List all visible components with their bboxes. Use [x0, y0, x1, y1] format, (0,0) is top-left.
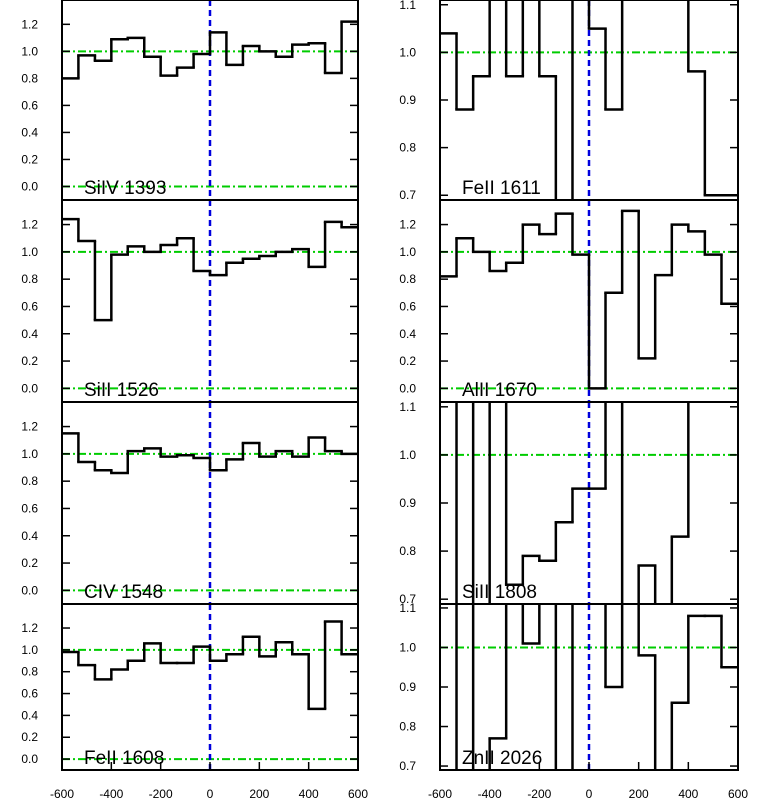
- y-tick-label: 0.6: [21, 687, 38, 701]
- y-tick-label: 1.0: [399, 45, 416, 59]
- y-tick-label: 0.4: [21, 327, 38, 341]
- y-tick-label: 0.6: [21, 501, 38, 515]
- panel-label: AlII 1670: [462, 380, 537, 401]
- y-tick-label: 0.8: [399, 272, 416, 286]
- y-tick-label: 0.2: [21, 556, 38, 570]
- y-tick-label: 1.0: [399, 448, 416, 462]
- y-tick-label: 0.7: [399, 759, 416, 773]
- y-tick-label: 1.0: [21, 245, 38, 259]
- x-tick-label: -600: [428, 787, 452, 801]
- panel: 0.0 0.2 0.4 0.6 0.8 1.0 1.2 CIV 1548: [21, 401, 359, 605]
- y-tick-label: 0.8: [399, 544, 416, 558]
- y-tick-label: 1.0: [21, 44, 38, 58]
- y-tick-label: 1.0: [21, 643, 38, 657]
- y-tick-label: 0.8: [399, 720, 416, 734]
- y-tick-label: 0.6: [399, 299, 416, 313]
- y-tick-label: 0.8: [21, 474, 38, 488]
- panel: 0.7 0.8 0.9 1.0 1.1 FeII 1611: [399, 0, 739, 202]
- y-tick-label: 0.7: [399, 592, 416, 606]
- y-tick-label: 0.6: [21, 299, 38, 313]
- y-tick-label: 0.2: [21, 730, 38, 744]
- plot-area: [62, 0, 358, 200]
- panel: 0.0 0.2 0.4 0.6 0.8 1.0 1.2 SiII 1526: [21, 199, 359, 403]
- y-tick-label: 0.0: [21, 179, 38, 193]
- x-tick-label: -400: [99, 787, 123, 801]
- y-tick-label: 1.0: [399, 640, 416, 654]
- y-tick-label: 0.2: [21, 152, 38, 166]
- y-tick-label: 1.2: [399, 218, 416, 232]
- panel-label: CIV 1548: [84, 582, 163, 603]
- plot-area: [62, 604, 358, 770]
- y-tick-label: 1.0: [399, 245, 416, 259]
- y-tick-label: 0.4: [21, 125, 38, 139]
- y-tick-label: 0.9: [399, 93, 416, 107]
- y-tick-label: 0.9: [399, 680, 416, 694]
- x-tick-label: -600: [50, 787, 74, 801]
- panel-label: SiII 1808: [462, 582, 537, 603]
- y-tick-label: 0.9: [399, 496, 416, 510]
- y-tick-label: 0.7: [399, 188, 416, 202]
- plot-area: [62, 200, 358, 402]
- y-tick-label: 1.0: [21, 447, 38, 461]
- y-tick-label: 1.1: [399, 0, 416, 12]
- y-tick-label: 0.6: [21, 98, 38, 112]
- y-tick-label: 0.0: [21, 583, 38, 597]
- panel: 0.7 0.8 0.9 1.0 1.1 SiII 1808: [399, 400, 739, 606]
- x-tick-label: -200: [149, 787, 173, 801]
- panel: 0.0 0.2 0.4 0.6 0.8 1.0 1.2 SiIV 1393: [21, 0, 359, 201]
- y-tick-label: 0.4: [21, 708, 38, 722]
- x-tick-label: -200: [527, 787, 551, 801]
- y-tick-label: 0.0: [21, 381, 38, 395]
- y-tick-label: 0.8: [21, 71, 38, 85]
- y-tick-label: 0.0: [399, 381, 416, 395]
- y-tick-label: 0.8: [21, 272, 38, 286]
- y-tick-label: 1.1: [399, 601, 416, 615]
- x-tick-label: 600: [348, 787, 368, 801]
- panel-label: ZnII 2026: [462, 748, 542, 769]
- plot-area: [440, 0, 738, 200]
- x-tick-label: 0: [207, 787, 214, 801]
- x-tick-label: 200: [629, 787, 649, 801]
- panel: 0.0 0.2 0.4 0.6 0.8 1.0 1.2 AlII 1670: [399, 199, 739, 403]
- panel-label: SiII 1526: [84, 380, 159, 401]
- y-tick-label: 1.2: [21, 17, 38, 31]
- x-tick-label: 0: [586, 787, 593, 801]
- y-tick-label: 1.2: [21, 218, 38, 232]
- x-tick-label: -400: [478, 787, 502, 801]
- panel-label: FeII 1608: [84, 748, 164, 769]
- plot-area: [440, 604, 738, 770]
- y-tick-label: 0.2: [21, 354, 38, 368]
- x-tick-label: 200: [249, 787, 269, 801]
- y-tick-label: 0.8: [399, 141, 416, 155]
- plot-area: [62, 402, 358, 604]
- y-tick-label: 0.0: [21, 752, 38, 766]
- x-tick-label: 400: [299, 787, 319, 801]
- x-tick-label: 600: [728, 787, 748, 801]
- y-tick-label: 0.4: [21, 529, 38, 543]
- y-tick-label: 1.2: [21, 420, 38, 434]
- y-tick-label: 1.1: [399, 400, 416, 414]
- y-tick-label: 0.8: [21, 665, 38, 679]
- panel: 0.0 0.2 0.4 0.6 0.8 1.0 1.2 -600 -400 -200 0 200 400…: [21, 603, 368, 801]
- panel: 0.7 0.8 0.9 1.0 1.1 -600 -400 -200 0 200 400 600 ZnI…: [399, 601, 748, 801]
- panel-label: SiIV 1393: [84, 178, 166, 199]
- panel-label: FeII 1611: [462, 178, 541, 199]
- plot-area: [440, 200, 738, 402]
- y-tick-label: 1.2: [21, 621, 38, 635]
- plot-area: [440, 402, 738, 604]
- y-tick-label: 0.4: [399, 327, 416, 341]
- y-tick-label: 0.2: [399, 354, 416, 368]
- x-tick-label: 400: [678, 787, 698, 801]
